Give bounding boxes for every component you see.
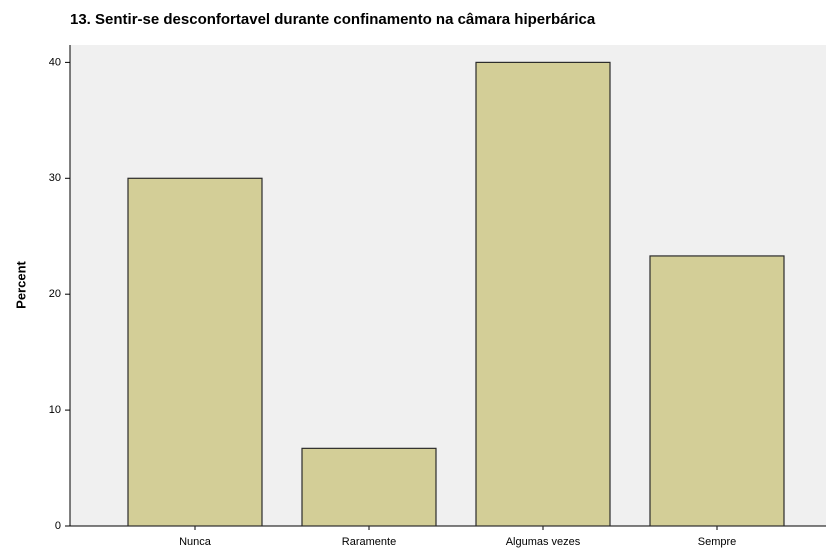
- y-tick-label: 20: [49, 288, 61, 300]
- bar: [649, 255, 785, 527]
- bar: [301, 447, 437, 527]
- x-tick-label: Raramente: [342, 536, 396, 548]
- chart-title: 13. Sentir-se desconfortavel durante con…: [70, 11, 596, 28]
- x-tick-label: Nunca: [179, 536, 212, 548]
- bar: [127, 177, 263, 527]
- y-tick-label: 0: [55, 520, 61, 532]
- y-tick-label: 30: [49, 172, 61, 184]
- x-tick-label: Sempre: [698, 536, 737, 548]
- y-tick-label: 40: [49, 56, 61, 68]
- bar: [475, 61, 611, 527]
- x-tick-label: Algumas vezes: [506, 536, 581, 548]
- y-tick-label: 10: [49, 404, 61, 416]
- y-axis-label: Percent: [13, 260, 28, 308]
